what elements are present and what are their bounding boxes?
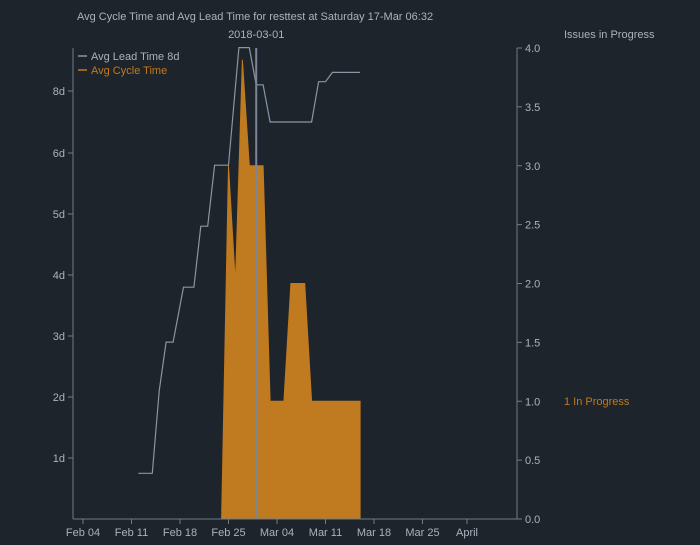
right-axis-tick-label: 0.0	[525, 514, 540, 526]
x-axis-tick-label: April	[456, 527, 478, 539]
left-axis-tick-label: 4d	[53, 270, 65, 282]
left-axis-tick-label: 1d	[53, 453, 65, 465]
right-axis-tick-label: 1.5	[525, 337, 540, 349]
legend: Avg Lead Time 8d Avg Cycle Time	[78, 51, 179, 77]
date-marker-label: 2018-03-01	[228, 29, 284, 41]
chart-title: Avg Cycle Time and Avg Lead Time for res…	[77, 11, 433, 23]
right-axis-tick-label: 0.5	[525, 455, 540, 467]
legend-item-cycle-time: Avg Cycle Time	[91, 65, 167, 77]
left-axis-tick-label: 2d	[53, 392, 65, 404]
x-axis-tick-label: Mar 11	[309, 527, 342, 539]
right-axis-tick-label: 2.5	[525, 220, 540, 232]
x-axis-tick-label: Feb 04	[66, 527, 100, 539]
right-axis-title: Issues in Progress	[564, 29, 655, 41]
right-axis-tick-label: 3.5	[525, 102, 540, 114]
x-axis-tick-label: Mar 18	[357, 527, 391, 539]
left-axis-tick-label: 8d	[53, 86, 65, 98]
right-axis-tick-label: 3.0	[525, 161, 540, 173]
left-axis-tick-label: 3d	[53, 331, 65, 343]
x-axis-tick-label: Feb 18	[163, 527, 197, 539]
x-axis-tick-label: Feb 25	[211, 527, 245, 539]
right-axis-tick-label: 4.0	[525, 43, 540, 55]
x-axis-tick-label: Feb 11	[115, 527, 148, 539]
left-axis-tick-label: 6d	[53, 148, 65, 160]
in-progress-annotation: 1 In Progress	[564, 396, 630, 408]
legend-item-lead-time: Avg Lead Time 8d	[91, 51, 179, 63]
x-axis-tick-label: Mar 04	[260, 527, 294, 539]
right-axis-tick-label: 2.0	[525, 279, 540, 291]
right-axis-tick-label: 1.0	[525, 396, 540, 408]
left-axis-tick-label: 5d	[53, 209, 65, 221]
avg-lead-time-line	[138, 46, 361, 474]
x-axis-tick-label: Mar 25	[405, 527, 439, 539]
avg-cycle-time-area	[221, 59, 361, 520]
